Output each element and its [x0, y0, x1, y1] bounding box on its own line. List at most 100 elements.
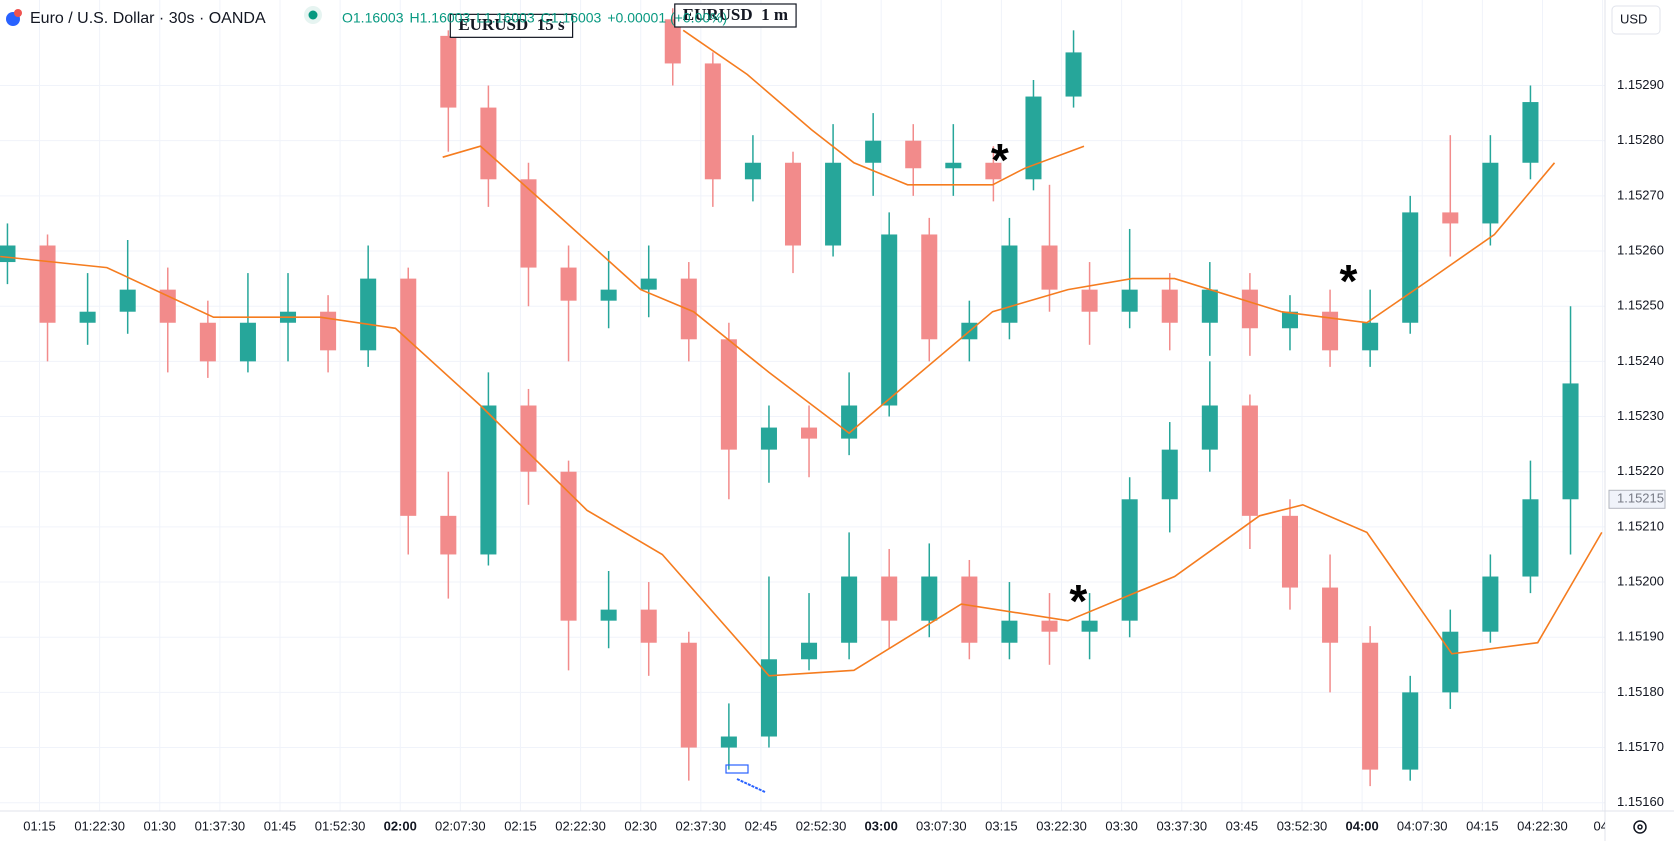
x-tick-label: 04:07:30	[1397, 818, 1448, 833]
candle-body	[440, 35, 457, 108]
candle-series	[664, 8, 1085, 274]
x-tick-label: 02:00	[384, 818, 417, 833]
y-tick-label: 1.15270	[1617, 187, 1664, 202]
currency-button[interactable]	[1611, 5, 1661, 35]
y-tick-label: 1.15250	[1617, 298, 1664, 313]
candle-body	[640, 609, 657, 643]
settings-gear-center	[1637, 824, 1643, 830]
candle-body	[1001, 620, 1018, 643]
settings-icon[interactable]	[1633, 820, 1647, 834]
candle-body	[1402, 212, 1419, 323]
candle-body	[560, 471, 577, 621]
candle-body	[704, 63, 721, 180]
x-tick-label: 02:30	[624, 818, 657, 833]
candle-body	[744, 162, 761, 180]
candle-body	[921, 576, 938, 621]
candle-body	[520, 405, 537, 472]
candle-body	[39, 245, 56, 323]
ohlc-value: +0.00001 (+0.00%)	[607, 10, 727, 26]
last-price-box	[1608, 489, 1666, 509]
x-tick-label: 01:45	[264, 818, 297, 833]
x-tick-label: 02:37:30	[676, 818, 727, 833]
candle-body	[600, 289, 617, 301]
candle-body	[1562, 383, 1579, 500]
candle-series	[0, 223, 1603, 787]
y-tick-label: 1.15200	[1617, 573, 1664, 588]
candle-body	[881, 576, 898, 621]
x-tick-label: 01:37:30	[195, 818, 246, 833]
x-tick-label: 02:52:30	[796, 818, 847, 833]
y-tick-label: 1.15290	[1617, 77, 1664, 92]
candle-body	[1041, 245, 1058, 290]
candle-body	[1402, 692, 1419, 770]
candle-body	[841, 576, 858, 643]
candle-body	[1001, 245, 1018, 323]
symbol-icon-flag	[14, 9, 22, 17]
candle-body	[360, 278, 377, 351]
candle-body	[1241, 405, 1258, 516]
candle-body	[1442, 212, 1459, 224]
candle-body	[720, 339, 737, 450]
candle-body	[1322, 311, 1339, 351]
ohlc-value: O1.16003	[342, 10, 404, 26]
candle-body	[1522, 102, 1539, 163]
candle-body	[680, 642, 697, 748]
candle-body	[1482, 162, 1499, 224]
x-tick-label: 04:00	[1345, 818, 1378, 833]
candle-body	[1362, 322, 1379, 351]
x-tick-label: 04:	[1594, 818, 1612, 833]
candle-body	[1041, 620, 1058, 632]
x-tick-label: 03:07:30	[916, 818, 967, 833]
candle-body	[480, 405, 497, 555]
candle-body	[1201, 405, 1218, 450]
x-tick-label: 02:07:30	[435, 818, 486, 833]
candle-body	[600, 609, 617, 621]
y-tick-label: 1.15240	[1617, 353, 1664, 368]
candle-body	[640, 278, 657, 290]
candle-body	[0, 245, 16, 263]
candle-body	[1362, 642, 1379, 770]
candle-body	[320, 311, 337, 351]
x-tick-label: 03:00	[865, 818, 898, 833]
x-tick-label: 01:52:30	[315, 818, 366, 833]
x-tick-label: 03:37:30	[1156, 818, 1207, 833]
candle-body	[239, 322, 256, 362]
symbol-title: Euro / U.S. Dollar · 30s · OANDA	[30, 10, 266, 27]
candle-body	[801, 427, 818, 439]
candle-body	[921, 234, 938, 340]
candle-body	[1025, 96, 1042, 180]
candle-body	[1281, 311, 1298, 329]
x-tick-label: 01:30	[143, 818, 176, 833]
candle-body	[784, 162, 802, 246]
symbol-header: Euro / U.S. Dollar · 30s · OANDA	[6, 6, 322, 27]
candle-body	[985, 162, 1002, 180]
y-tick-label: 1.15280	[1617, 132, 1664, 147]
drawing-arrow	[736, 778, 766, 793]
x-tick-label: 01:22:30	[74, 818, 125, 833]
candle-body	[1281, 515, 1298, 588]
drawing-rect	[725, 764, 749, 774]
y-tick-label: 1.15170	[1617, 739, 1664, 754]
candle-body	[1065, 52, 1082, 97]
candle-body	[560, 267, 577, 301]
candle-body	[1522, 499, 1539, 577]
settings-gear	[1633, 820, 1647, 834]
candle-body	[1241, 289, 1258, 329]
candle-body	[1442, 631, 1459, 693]
candle-body	[400, 278, 417, 516]
candle-body	[440, 515, 457, 555]
candle-body	[1121, 499, 1138, 621]
x-tick-label: 02:45	[745, 818, 778, 833]
candle-series	[440, 30, 1556, 500]
y-tick-label: 1.15160	[1617, 794, 1664, 809]
x-tick-label: 02:15	[504, 818, 537, 833]
candle-body	[881, 234, 898, 406]
time-axis: 01:15 01:22:30 01:30 01:37:30 01:45 01:52:30 0…	[23, 818, 1612, 833]
annotation: *	[991, 134, 1009, 186]
y-tick-label: 1.15190	[1617, 629, 1664, 644]
candle-body	[520, 179, 537, 268]
y-tick-label: 1.15180	[1617, 684, 1664, 699]
candle-body	[1081, 620, 1098, 632]
